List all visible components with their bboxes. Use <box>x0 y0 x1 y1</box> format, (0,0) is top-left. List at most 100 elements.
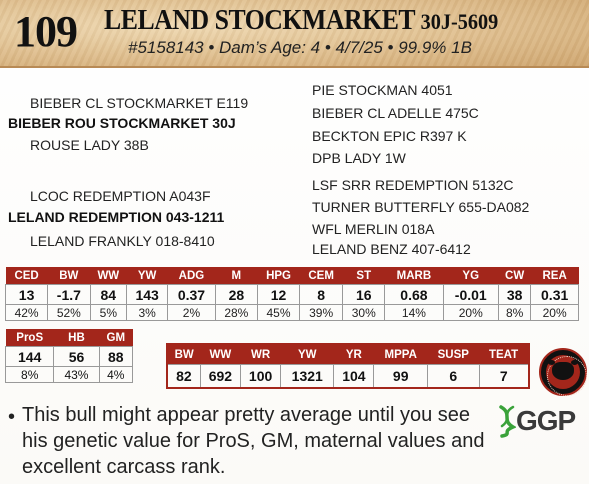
epd-percentile: 42% <box>4 304 49 321</box>
epd-percentile: 30% <box>342 304 386 321</box>
sire-dam: ROUSE LADY 38B <box>30 137 149 153</box>
actuals-value-row: 82 692 100 1321 104 99 6 7 <box>166 364 530 389</box>
index-header: ProS <box>5 329 54 347</box>
pedigree-right-5: TURNER BUTTERFLY 655-DA082 <box>312 199 530 215</box>
index-header: GM <box>99 329 133 347</box>
epd-header: REA <box>530 267 579 285</box>
epd-table: CED BW WW YW ADG M HPG CEM ST MARB YG CW… <box>4 267 579 321</box>
actuals-value: 1321 <box>280 364 335 389</box>
epd-header: CW <box>498 267 531 285</box>
dna-helix-icon <box>499 405 516 438</box>
index-value-row: 144 56 88 <box>4 346 134 367</box>
dam-sire: LCOC REDEMPTION A043F <box>30 188 211 204</box>
actuals-header: MPPA <box>373 344 428 365</box>
epd-value-row: 13 -1.7 84 143 0.37 28 12 8 16 0.68 -0.0… <box>4 284 579 305</box>
pedigree-right-3: DPB LADY 1W <box>312 150 406 166</box>
bullet-icon: • <box>8 406 16 428</box>
bull-name: LELAND STOCKMARKET 30J-5609 <box>104 5 498 38</box>
epd-percentile: 28% <box>214 304 258 321</box>
actuals-value: 6 <box>426 364 480 389</box>
epd-value: 0.68 <box>384 284 444 305</box>
epd-value: 0.31 <box>530 284 579 305</box>
actuals-header: BW <box>167 344 201 365</box>
bull-name-text: LELAND STOCKMARKET <box>104 5 415 36</box>
epd-percentile: 3% <box>126 304 169 321</box>
index-header: HB <box>53 329 100 347</box>
epd-header: BW <box>47 267 91 285</box>
lot-number: 109 <box>14 7 78 56</box>
actuals-value: 7 <box>478 364 530 389</box>
epd-value: 38 <box>497 284 532 305</box>
epd-percentile: 2% <box>167 304 216 321</box>
epd-percentile-row: 42% 52% 5% 3% 2% 28% 45% 39% 30% 14% 20%… <box>4 304 579 321</box>
epd-percentile: 8% <box>497 304 532 321</box>
cow-head-icon <box>552 362 574 380</box>
epd-value: 12 <box>256 284 301 305</box>
index-value: 144 <box>4 346 55 367</box>
sale-comment: This bull might appear pretty average un… <box>22 404 485 478</box>
actuals-header: WW <box>200 344 241 365</box>
dam: LELAND REDEMPTION 043-1211 <box>8 209 225 225</box>
ggp-logo: GGP <box>498 404 584 438</box>
epd-value: -1.7 <box>47 284 91 305</box>
actuals-value: 82 <box>166 364 201 389</box>
actuals-value: 104 <box>333 364 375 389</box>
cow-ear-right <box>571 360 578 365</box>
actuals-table: BW WW WR YW YR MPPA SUSP TEAT 82 692 100… <box>166 343 530 389</box>
epd-percentile: 52% <box>47 304 91 321</box>
sire-sire: BIEBER CL STOCKMARKET E119 <box>30 95 249 111</box>
index-header-row: ProS HB GM <box>5 329 133 347</box>
index-table: ProS HB GM 144 56 88 8% 43% 4% <box>4 329 134 383</box>
epd-percentile: 20% <box>530 304 579 321</box>
actuals-header: YW <box>280 344 334 365</box>
actuals-value: 100 <box>239 364 282 389</box>
epd-value: 13 <box>4 284 49 305</box>
epd-percentile: 5% <box>89 304 128 321</box>
actuals-header: YR <box>333 344 374 365</box>
epd-header: YW <box>126 267 168 285</box>
epd-header: CEM <box>299 267 343 285</box>
epd-value: 84 <box>89 284 128 305</box>
epd-value: 16 <box>342 284 386 305</box>
actuals-header: TEAT <box>479 344 529 365</box>
epd-header: HPG <box>257 267 300 285</box>
index-value: 88 <box>98 346 134 367</box>
actuals-header: SUSP <box>427 344 480 365</box>
epd-percentile: 20% <box>442 304 499 321</box>
epd-percentile: 39% <box>299 304 344 321</box>
dam-dam: LELAND FRANKLY 018-8410 <box>30 233 215 249</box>
epd-value: 0.37 <box>167 284 216 305</box>
epd-header: WW <box>90 267 127 285</box>
cow-ear-left <box>548 360 555 365</box>
ggp-logo-text: GGP <box>516 405 576 436</box>
epd-percentile: 14% <box>384 304 444 321</box>
index-percentile: 43% <box>53 366 100 383</box>
index-percentile: 4% <box>98 366 134 383</box>
actuals-header: WR <box>240 344 281 365</box>
seal-ring <box>547 356 587 396</box>
actuals-value: 692 <box>199 364 242 389</box>
epd-header: CED <box>5 267 48 285</box>
epd-percentile: 45% <box>256 304 301 321</box>
epd-header-row: CED BW WW YW ADG M HPG CEM ST MARB YG CW… <box>5 267 579 285</box>
pedigree-right-7: LELAND BENZ 407-6412 <box>312 241 471 257</box>
epd-header: YG <box>443 267 499 285</box>
pedigree-right-1: BIEBER CL ADELLE 475C <box>312 105 479 121</box>
epd-header: ADG <box>167 267 216 285</box>
epd-header: ST <box>342 267 385 285</box>
pedigree-right-0: PIE STOCKMAN 4051 <box>312 82 453 98</box>
epd-value: 143 <box>126 284 169 305</box>
pedigree-right-4: LSF SRR REDEMPTION 5132C <box>312 177 514 193</box>
index-percentile: 8% <box>4 366 55 383</box>
tattoo: 30J-5609 <box>420 9 499 34</box>
pedigree-right-2: BECKTON EPIC R397 K <box>312 128 467 144</box>
registration-info: #5158143 • Dam’s Age: 4 • 4/7/25 • 99.9%… <box>128 38 472 57</box>
angus-seal-logo <box>539 348 587 396</box>
index-percentile-row: 8% 43% 4% <box>4 366 134 383</box>
epd-header: M <box>215 267 258 285</box>
index-value: 56 <box>53 346 100 367</box>
pedigree-right-6: WFL MERLIN 018A <box>312 221 435 237</box>
header-banner: 109 LELAND STOCKMARKET 30J-5609 #5158143… <box>0 0 589 68</box>
actuals-value: 99 <box>373 364 428 389</box>
